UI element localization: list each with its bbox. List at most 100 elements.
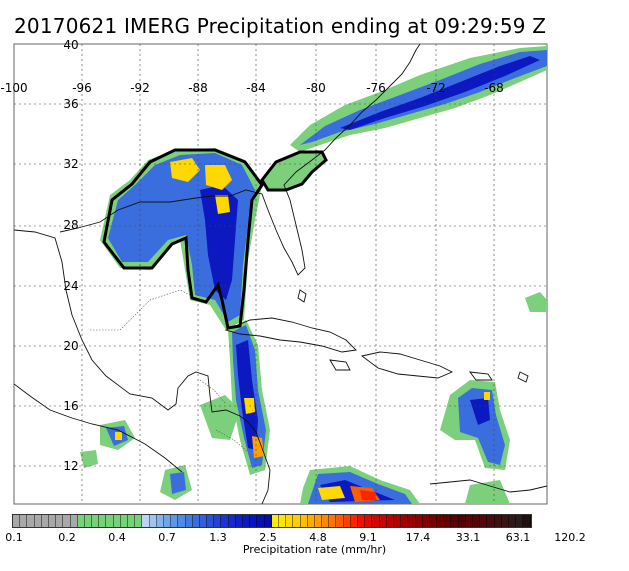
colorbar-tick-labels: 0.1 0.2 0.4 0.7 1.3 2.5 4.8 9.1 17.4 33.… [0,531,629,545]
lon-label: -72 [426,81,446,95]
lat-label: 32 [63,157,78,171]
colorbar-cell [235,515,243,527]
colorbar-cell [257,515,265,527]
colorbar-cell [199,515,208,527]
colorbar-tick: 17.4 [405,531,431,544]
lat-label: 24 [63,279,78,293]
lon-label: -100 [0,81,27,95]
colorbar-cell [401,515,409,527]
colorbar-cell [84,515,93,527]
colorbar-cell [473,515,481,527]
colorbar-tick: 9.1 [359,531,377,544]
colorbar-cell [243,515,251,527]
colorbar-cell [350,515,358,527]
colorbar-cell [516,515,524,527]
colorbar-tick: 0.2 [58,531,76,544]
colorbar-cell [271,515,279,527]
colorbar-cell [429,515,438,527]
colorbar-cell [458,515,466,527]
colorbar-cell [178,515,186,527]
lon-label: -84 [246,81,266,95]
lon-label: -96 [72,81,92,95]
colorbar-cell [171,515,179,527]
colorbar-cell [192,515,200,527]
colorbar-cell [135,515,143,527]
colorbar-tick: 63.1 [505,531,531,544]
colorbar-cell [300,515,308,527]
colorbar-tick: 120.2 [554,531,586,544]
colorbar-cell [163,515,172,527]
colorbar-cell [415,515,423,527]
colorbar-tick: 0.7 [158,531,176,544]
colorbar-cell [480,515,488,527]
colorbar-cell [293,515,301,527]
colorbar-cell [365,515,373,527]
colorbar-tick: 0.4 [108,531,126,544]
colorbar-cell [120,515,128,527]
colorbar-cell [221,515,229,527]
colorbar-cell [149,515,157,527]
map-title: 20170621 IMERG Precipitation ending at 0… [14,14,547,38]
colorbar-cell [185,515,193,527]
colorbar-cell [322,515,330,527]
colorbar-cell [314,515,323,527]
lon-label: -68 [484,81,504,95]
colorbar-cell [113,515,121,527]
colorbar-cell [92,515,100,527]
colorbar-title: Precipitation rate (mm/hr) [242,543,387,556]
colorbar-cell [48,515,57,527]
colorbar-tick: 4.8 [309,531,327,544]
colorbar-cell [372,515,380,527]
colorbar-cell [343,515,351,527]
highlight-outline [102,148,328,330]
colorbar-cell [465,515,473,527]
colorbar-tick: 33.1 [455,531,481,544]
boundaries [90,289,249,453]
colorbar-cell [379,515,387,527]
lat-label: 40 [63,38,78,52]
colorbar-cell [13,515,21,527]
colorbar-cell [250,515,258,527]
colorbar [12,514,532,528]
colorbar-cell [77,515,85,527]
lon-label: -76 [366,81,386,95]
colorbar-cell [451,515,459,527]
colorbar-cell [508,515,517,527]
colorbar-tick: 2.5 [259,531,277,544]
colorbar-cell [128,515,136,527]
colorbar-cell [214,515,222,527]
colorbar-cell [408,515,416,527]
colorbar-cell [494,515,502,527]
lat-label: 28 [63,218,78,232]
colorbar-cell [56,515,64,527]
colorbar-cell [422,515,430,527]
colorbar-cell [70,515,78,527]
lon-label: -92 [130,81,150,95]
colorbar-cell [99,515,107,527]
colorbar-cell [393,515,402,527]
gridlines [14,44,547,504]
precip-intense-layer [115,158,490,502]
colorbar-cell [228,515,236,527]
colorbar-cell [142,515,150,527]
colorbar-cell [307,515,315,527]
colorbar-cell [336,515,344,527]
colorbar-tick: 0.1 [5,531,23,544]
colorbar-cell [27,515,35,527]
colorbar-cell [501,515,509,527]
lat-label: 36 [63,97,78,111]
colorbar-cell [264,515,272,527]
colorbar-cell [20,515,28,527]
colorbar-cell [278,515,287,527]
colorbar-cell [207,515,215,527]
colorbar-cell [358,515,366,527]
colorbar-cell [41,515,49,527]
colorbar-tick: 1.3 [209,531,227,544]
coastlines [14,44,547,504]
colorbar-cell [386,515,394,527]
colorbar-cell [63,515,71,527]
colorbar-cell [487,515,495,527]
lat-label: 20 [63,339,78,353]
lon-label: -88 [188,81,208,95]
